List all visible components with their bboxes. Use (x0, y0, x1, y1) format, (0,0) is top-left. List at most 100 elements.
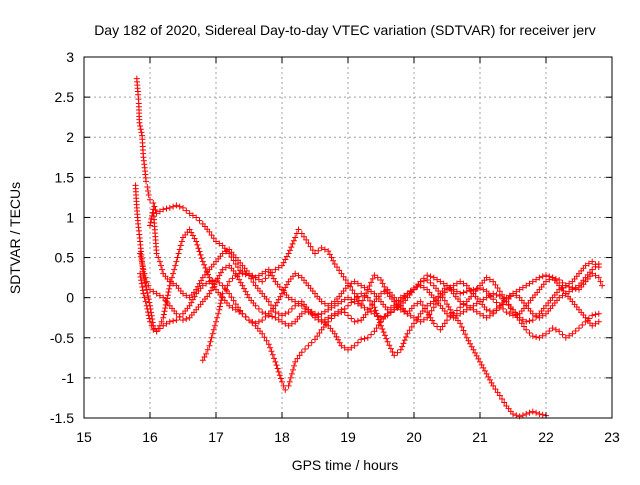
data-point (351, 278, 358, 285)
data-point (295, 272, 302, 279)
data-point (272, 266, 279, 273)
data-point (169, 274, 175, 281)
data-point (235, 304, 241, 311)
data-point (427, 273, 434, 280)
data-point (307, 243, 314, 250)
data-point (230, 297, 237, 304)
data-point (381, 288, 388, 295)
data-point (295, 226, 302, 233)
data-point (318, 310, 325, 317)
data-point (209, 284, 216, 291)
data-point (150, 200, 157, 207)
data-point (439, 323, 446, 330)
data-point (302, 305, 309, 312)
data-point (173, 310, 180, 317)
data-point (156, 258, 163, 265)
data-point (566, 332, 573, 339)
data-point (153, 250, 160, 257)
data-point (309, 247, 316, 254)
y-tick-label: 0 (66, 290, 74, 306)
data-point (208, 232, 215, 239)
data-point (552, 326, 559, 333)
data-point (384, 312, 391, 319)
data-point (219, 290, 226, 297)
data-point (403, 333, 410, 340)
data-point (321, 300, 328, 307)
data-point (206, 290, 213, 297)
data-point (325, 306, 332, 313)
data-point (325, 248, 332, 255)
data-point (312, 336, 318, 343)
data-point (259, 278, 266, 285)
data-point (176, 203, 183, 210)
data-point (368, 331, 375, 338)
data-point (597, 278, 604, 285)
data-point (282, 256, 289, 263)
data-point (213, 277, 219, 284)
data-point (218, 293, 225, 300)
data-point (457, 304, 464, 311)
y-tick-label: 2.5 (55, 89, 75, 105)
data-point (441, 297, 448, 304)
data-point (330, 257, 337, 264)
data-point (473, 300, 480, 307)
data-point (523, 318, 530, 325)
data-point (341, 309, 348, 316)
data-point (458, 323, 465, 330)
data-point (137, 273, 144, 280)
data-point (328, 254, 335, 261)
data-point (529, 317, 536, 324)
data-point (288, 370, 295, 377)
data-point (219, 250, 226, 257)
data-point (178, 238, 185, 245)
data-point (252, 320, 259, 327)
data-point (285, 250, 292, 257)
data-point (595, 318, 602, 325)
data-point (494, 285, 501, 292)
data-point (331, 330, 338, 337)
data-point (268, 302, 274, 309)
data-point (269, 313, 276, 320)
x-tick-label: 23 (604, 429, 620, 445)
data-point (599, 282, 606, 289)
data-point (145, 282, 152, 289)
data-point (475, 355, 482, 362)
data-point (316, 329, 323, 336)
data-point (176, 246, 183, 253)
data-point (189, 296, 196, 303)
data-point (556, 286, 563, 293)
y-axis-label: SDTVAR / TECUs (7, 182, 23, 294)
data-point (562, 282, 569, 289)
data-point (189, 212, 196, 219)
data-point (222, 264, 229, 271)
data-point (172, 262, 179, 269)
data-point (176, 313, 183, 320)
data-point (318, 318, 325, 325)
data-point (144, 183, 151, 190)
data-point (536, 334, 543, 341)
data-point (543, 330, 549, 337)
data-point (252, 302, 259, 309)
data-point (379, 280, 386, 287)
data-point (334, 264, 340, 271)
data-point (170, 317, 177, 324)
data-point (198, 277, 205, 284)
data-point (453, 307, 460, 314)
data-point (595, 274, 602, 281)
data-point (351, 318, 358, 325)
data-point (166, 285, 173, 292)
data-point (559, 284, 566, 291)
data-point (427, 279, 434, 286)
data-point (328, 312, 335, 319)
data-point (288, 244, 295, 251)
grid-layer (84, 57, 612, 418)
data-point (272, 302, 279, 309)
data-point (341, 296, 348, 303)
data-point (576, 325, 582, 332)
data-point (473, 352, 480, 359)
data-point (383, 335, 390, 342)
data-point (216, 306, 223, 313)
data-point (186, 210, 193, 217)
data-point (201, 261, 208, 268)
